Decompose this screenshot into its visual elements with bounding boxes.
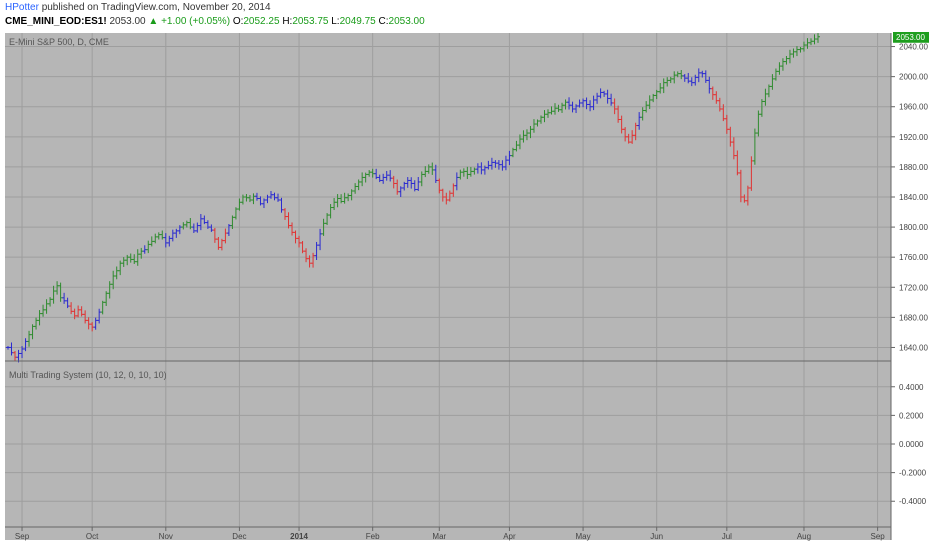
close-value: 2053.00 (388, 16, 425, 27)
price-tick-label: 1640.00 (899, 343, 928, 352)
low-label: L: (331, 16, 340, 27)
indicator-tick-label: 0.4000 (899, 383, 924, 392)
time-tick-label: Nov (159, 532, 173, 541)
time-tick-label: Jun (650, 532, 663, 541)
quote-line: CME_MINI_EOD:ES1! 2053.00 ▲ +1.00 (+0.05… (5, 16, 425, 27)
indicator-tick-label: -0.2000 (899, 469, 927, 478)
time-tick-label: Sep (870, 532, 885, 541)
symbol-name[interactable]: CME_MINI_EOD:ES1! (5, 16, 107, 27)
grid-lines (5, 33, 891, 527)
indicator-tick-label: 0.0000 (899, 440, 924, 449)
indicator-pane-title: Multi Trading System (10, 12, 0, 10, 10) (9, 370, 167, 380)
time-tick-label: Jul (722, 532, 732, 541)
price-bars (6, 33, 820, 363)
time-tick-label: Apr (503, 532, 516, 541)
indicator-tick-label: 0.2000 (899, 411, 924, 420)
open-value: 2052.25 (243, 16, 280, 27)
time-axis[interactable]: Sep Oct Nov Dec 2014 Feb Mar Apr May Jun Jul Aug Sep… (15, 527, 932, 541)
publish-info: published on TradingView.com, November 2… (41, 2, 271, 13)
time-tick-label: Aug (797, 532, 811, 541)
publish-line: HPotter published on TradingView.com, No… (5, 2, 271, 13)
last-price-tag: 2053.00 (893, 32, 929, 43)
time-tick-label: May (576, 532, 591, 541)
price-tick-label: 2000.00 (899, 73, 928, 82)
high-value: 2053.75 (292, 16, 329, 27)
plot-background (5, 33, 891, 540)
time-tick-label: 2014 (290, 532, 308, 541)
price-tick-label: 1880.00 (899, 163, 928, 172)
indicator-axis[interactable]: 0.4000 0.2000 0.0000 -0.2000 -0.4000 (891, 383, 927, 506)
price-tick-label: 1960.00 (899, 103, 928, 112)
time-tick-label: Sep (15, 532, 30, 541)
last-price-tag-bg (893, 32, 929, 43)
price-change: ▲ +1.00 (+0.05%) (148, 16, 231, 27)
chart-canvas[interactable]: E-Mini S&P 500, D, CME Multi Trading Sys… (0, 32, 932, 550)
price-tick-label: 2040.00 (899, 43, 928, 52)
main-pane-title: E-Mini S&P 500, D, CME (9, 37, 109, 47)
price-tick-label: 1800.00 (899, 223, 928, 232)
author-link[interactable]: HPotter (5, 2, 39, 13)
high-label: H: (282, 16, 293, 27)
time-tick-label: Feb (366, 532, 380, 541)
price-tick-label: 1680.00 (899, 313, 928, 322)
time-tick-label: Oct (86, 532, 99, 541)
price-tick-label: 1720.00 (899, 283, 928, 292)
last-price: 2053.00 (109, 16, 146, 27)
price-tick-label: 1920.00 (899, 133, 928, 142)
last-price-tag-label: 2053.00 (896, 33, 925, 42)
low-value: 2049.75 (339, 16, 376, 27)
time-tick-label: Dec (232, 532, 246, 541)
close-label: C: (378, 16, 389, 27)
indicator-tick-label: -0.4000 (899, 497, 927, 506)
open-label: O: (232, 16, 244, 27)
ohlc-bar (816, 33, 820, 43)
price-tick-label: 1840.00 (899, 193, 928, 202)
price-tick-label: 1760.00 (899, 253, 928, 262)
time-tick-label: Mar (432, 532, 446, 541)
price-axis[interactable]: 1640.00 1680.00 1720.00 1760.00 1800.00 1840.… (891, 43, 928, 353)
